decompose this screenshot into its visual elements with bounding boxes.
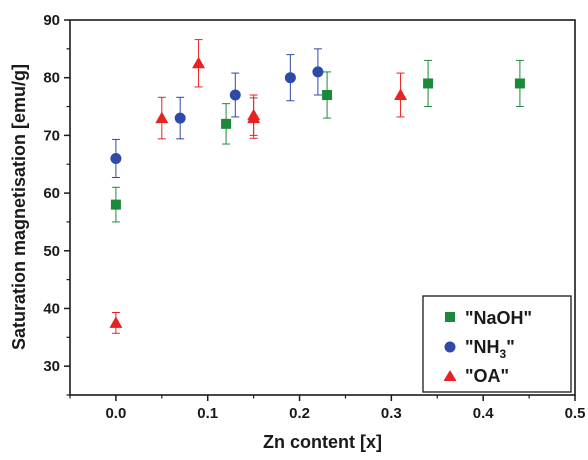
marker-triangle bbox=[155, 111, 169, 124]
legend-label-oa: "OA" bbox=[465, 366, 509, 386]
x-tick-label: 0.1 bbox=[197, 405, 218, 422]
y-tick-label: 80 bbox=[43, 70, 60, 87]
data-point-circle bbox=[229, 72, 241, 118]
marker-circle bbox=[229, 89, 241, 101]
x-tick-label: 0.0 bbox=[105, 405, 126, 422]
marker-square bbox=[322, 90, 333, 100]
legend-marker-nh3 bbox=[444, 341, 456, 353]
data-point-circle bbox=[284, 54, 296, 102]
legend-label-naoh: "NaOH" bbox=[465, 308, 532, 328]
data-point-square bbox=[423, 59, 434, 108]
y-axis-title: Saturation magnetisation [emu/g] bbox=[9, 64, 29, 350]
y-tick-label: 50 bbox=[43, 243, 60, 260]
marker-triangle bbox=[247, 111, 261, 124]
data-point-square bbox=[514, 59, 525, 108]
marker-triangle bbox=[394, 88, 408, 100]
y-tick-label: 90 bbox=[43, 12, 60, 29]
marker-square bbox=[423, 78, 434, 89]
data-point-square bbox=[221, 103, 232, 145]
data-point-circle bbox=[110, 138, 122, 178]
marker-circle bbox=[312, 66, 324, 78]
marker-triangle bbox=[109, 316, 123, 328]
legend-marker-oa bbox=[443, 370, 457, 381]
legend-label-nh3-base: "NH bbox=[465, 337, 500, 357]
data-point-triangle bbox=[109, 312, 123, 334]
legend-label-nh3-end: " bbox=[506, 337, 515, 357]
x-tick-label: 0.3 bbox=[381, 405, 402, 422]
marker-square bbox=[514, 78, 525, 89]
data-point-triangle bbox=[394, 72, 408, 118]
legend-marker-naoh bbox=[445, 312, 455, 322]
data-point-triangle bbox=[155, 96, 169, 140]
y-tick-label: 30 bbox=[43, 358, 60, 375]
marker-triangle bbox=[192, 56, 206, 69]
legend: "NaOH" "NH3" "OA" bbox=[422, 295, 572, 393]
marker-circle bbox=[284, 72, 296, 84]
data-point-triangle bbox=[192, 39, 206, 88]
plot-frame bbox=[69, 19, 576, 396]
marker-circle bbox=[174, 112, 186, 124]
legend-label-nh3-sub: 3 bbox=[500, 347, 507, 361]
y-tick-label: 60 bbox=[43, 185, 60, 202]
y-tick-label: 40 bbox=[43, 300, 60, 317]
marker-square bbox=[110, 199, 121, 210]
y-tick-label: 70 bbox=[43, 127, 60, 144]
legend-label-nh3: "NH3" bbox=[465, 337, 515, 361]
data-point-square bbox=[110, 186, 121, 223]
data-points bbox=[109, 39, 525, 334]
x-tick-label: 0.5 bbox=[565, 405, 586, 422]
marker-circle bbox=[110, 152, 122, 164]
axis-ticks bbox=[64, 19, 576, 401]
x-tick-label: 0.2 bbox=[289, 405, 310, 422]
marker-square bbox=[221, 118, 232, 129]
data-point-square bbox=[322, 71, 333, 119]
data-point-circle bbox=[174, 96, 186, 140]
x-tick-label: 0.4 bbox=[473, 405, 495, 422]
data-point-circle bbox=[312, 48, 324, 96]
data-point-triangle bbox=[247, 97, 261, 139]
x-axis-title: Zn content [x] bbox=[263, 432, 382, 452]
axis-tick-labels: 0.0 0.1 0.2 0.3 0.4 0.5 30 40 50 60 70 80 90 bbox=[43, 12, 585, 422]
